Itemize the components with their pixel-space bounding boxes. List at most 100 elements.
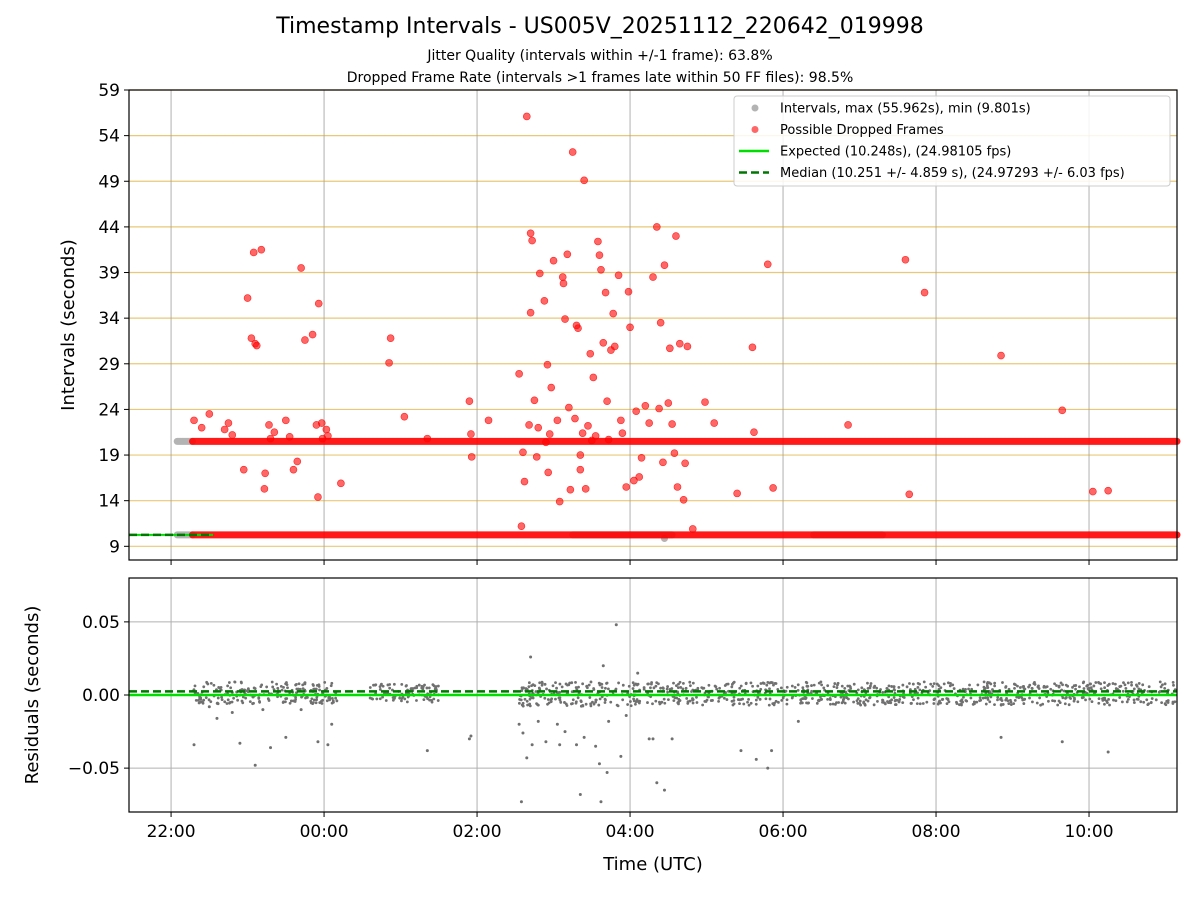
residual-point [297, 682, 301, 686]
residual-point [232, 696, 236, 700]
residual-point [812, 683, 816, 687]
residual-outlier-point [655, 781, 659, 785]
residual-point [605, 682, 608, 685]
residual-point [695, 695, 698, 699]
residual-point [901, 683, 905, 687]
residual-point [570, 690, 574, 694]
residual-point [935, 682, 939, 686]
residual-point [1064, 696, 1067, 700]
residual-point [1072, 699, 1076, 703]
residual-point [432, 697, 436, 701]
residual-point [1031, 700, 1034, 704]
residual-point [306, 696, 309, 699]
residual-point [1067, 703, 1071, 707]
dropped-frame-point [1104, 486, 1112, 495]
residual-point [941, 697, 945, 701]
residual-point [738, 702, 741, 706]
residual-point [701, 687, 705, 690]
residual-point [546, 702, 549, 706]
residual-point [554, 697, 557, 701]
residual-point [1053, 682, 1056, 686]
residual-point [918, 702, 922, 706]
residual-point [758, 697, 762, 701]
residual-point [335, 699, 339, 703]
dropped-frame-point [553, 416, 562, 425]
residual-point [822, 686, 826, 690]
dropped-frame-point [243, 294, 252, 302]
residual-outlier-point [770, 749, 774, 753]
dropped-frame-point [609, 309, 618, 318]
legend-marker [751, 104, 759, 112]
residual-outlier-point [670, 737, 674, 741]
residual-point [589, 680, 593, 684]
residual-point [317, 685, 321, 688]
intervals-y-ticks: 9 14 19 24 29 34 39 44 49 54 59 [98, 81, 129, 557]
dropped-frame-point [901, 255, 910, 264]
residual-outlier-point [192, 743, 196, 747]
residual-point [592, 687, 596, 690]
residual-point [765, 683, 769, 687]
residual-point [711, 699, 714, 702]
residual-point [563, 701, 566, 704]
residual-point [228, 701, 231, 705]
residual-point [436, 699, 440, 702]
residual-point [315, 698, 318, 702]
residual-point [860, 686, 864, 690]
dropped-frame-point [526, 308, 535, 317]
dropped-frame-point [337, 479, 345, 488]
residual-point [799, 701, 802, 705]
residual-point [840, 684, 844, 688]
dropped-frame-point [666, 344, 674, 353]
intervals-y-tick-label: 9 [109, 537, 120, 557]
residual-point [637, 700, 641, 704]
residual-point [300, 695, 303, 699]
residual-point [603, 697, 607, 701]
dropped-frame-point [545, 430, 554, 438]
residual-point [717, 699, 720, 703]
dropped-frame-point [624, 287, 633, 296]
residual-point [1071, 685, 1074, 689]
residual-point [695, 701, 699, 704]
residual-point [982, 680, 986, 684]
residual-point [949, 682, 952, 685]
residual-outlier-point [238, 741, 242, 745]
residual-outlier-point [605, 771, 609, 775]
dropped-frame-point [385, 359, 393, 367]
residual-point [403, 697, 407, 701]
legend-entry-label: Possible Dropped Frames [780, 123, 944, 138]
dropped-frame-point [547, 383, 556, 392]
residual-point [889, 701, 893, 705]
residual-point [916, 685, 920, 689]
dropped-frame-point [308, 330, 317, 339]
residual-point [722, 696, 726, 700]
residual-point [887, 701, 890, 705]
residual-outlier-point [614, 623, 618, 627]
residuals-y-ticks: −0.05 0.00 0.05 [68, 613, 129, 779]
residual-point [330, 697, 334, 700]
dropped-frame-point [528, 236, 536, 245]
residual-point [674, 684, 678, 688]
residual-point [846, 697, 850, 701]
residual-point [527, 681, 531, 685]
dropped-frame-point [604, 435, 613, 444]
residual-point [1051, 699, 1054, 702]
residual-outlier-point [230, 711, 234, 715]
residual-point [676, 686, 680, 690]
residual-point [1049, 687, 1053, 691]
residual-point [378, 697, 382, 701]
residual-point [1068, 695, 1072, 699]
dropped-frame-point [249, 248, 258, 257]
residual-point [1013, 698, 1017, 702]
residual-outlier-point [326, 743, 330, 747]
intervals-y-tick-label: 39 [98, 264, 120, 284]
residual-point [681, 687, 685, 691]
residual-point [993, 703, 996, 707]
residual-point [666, 690, 670, 694]
residual-point [651, 702, 654, 706]
residual-point [932, 698, 936, 702]
residual-point [1139, 700, 1143, 704]
dropped-frame-point [641, 401, 650, 410]
residual-point [436, 684, 440, 688]
dropped-frame-point [517, 522, 526, 531]
residual-point [519, 698, 523, 702]
